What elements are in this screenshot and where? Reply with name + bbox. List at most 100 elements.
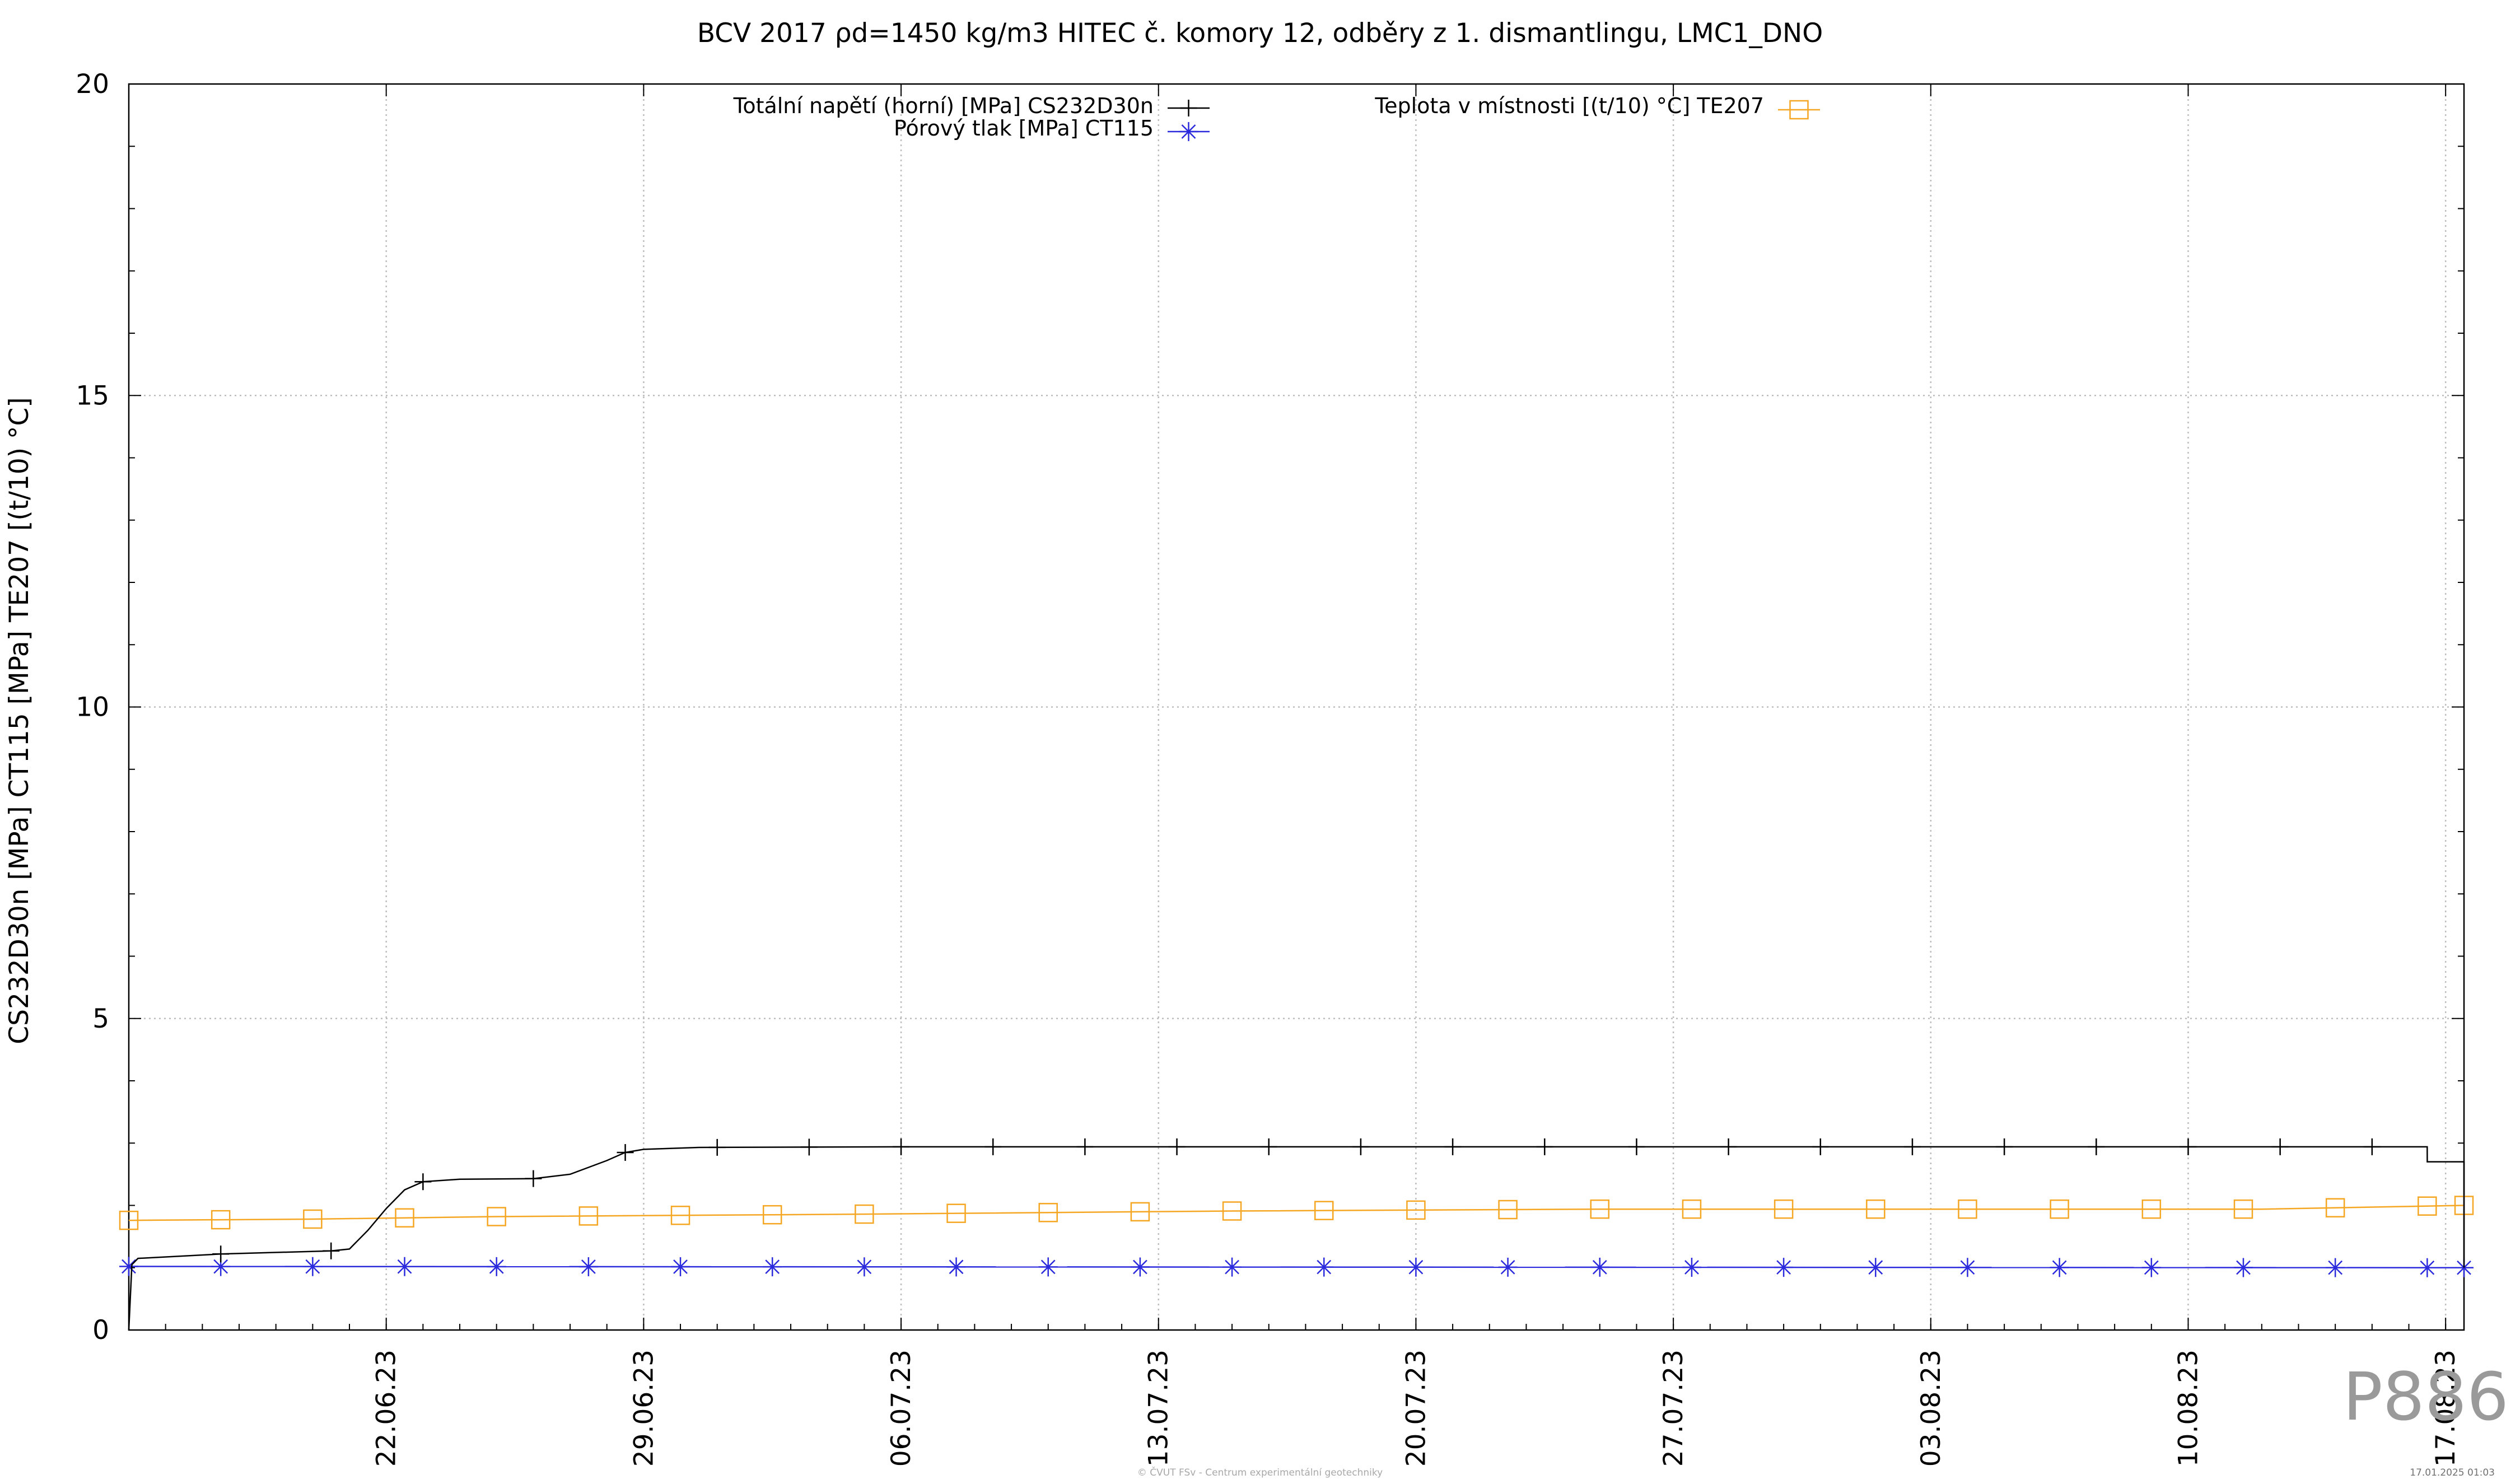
series-point	[2418, 1196, 2437, 1216]
series-point	[1406, 1200, 1426, 1220]
series-point	[1590, 1257, 1609, 1277]
series-point	[1866, 1199, 1886, 1219]
x-tick-label: 20.07.23	[1401, 1350, 1431, 1467]
series-point	[1130, 1257, 1150, 1277]
series-point	[303, 1257, 323, 1276]
series-point	[762, 1205, 782, 1225]
series-point	[1076, 1138, 1094, 1155]
y-axis-label: CS232D30n [MPa] CT115 [MPa] TE207 [(t/10…	[4, 397, 35, 1044]
series-point	[2050, 1199, 2069, 1219]
series-point	[323, 1242, 340, 1259]
series-point	[1903, 1138, 1921, 1155]
series-point	[1352, 1138, 1369, 1155]
x-tick-label: 13.07.23	[1144, 1350, 1174, 1467]
series-point	[1812, 1138, 1829, 1155]
x-tick-label: 06.07.23	[886, 1350, 917, 1467]
series-point	[617, 1144, 634, 1161]
series-point	[1314, 1257, 1334, 1277]
series-point	[1498, 1257, 1518, 1277]
series-point	[578, 1206, 599, 1226]
series-point	[984, 1138, 1002, 1155]
series-point	[1958, 1199, 1977, 1219]
series-point	[708, 1138, 726, 1156]
series-point	[855, 1204, 874, 1224]
y-tick-label: 0	[92, 1315, 109, 1346]
x-tick-label: 29.06.23	[628, 1350, 659, 1467]
series-point	[414, 1173, 432, 1191]
series-point	[670, 1206, 690, 1225]
series-point	[1774, 1258, 1794, 1277]
series-point	[1260, 1138, 1277, 1155]
series-point	[1958, 1258, 1977, 1277]
series-point	[2141, 1199, 2162, 1219]
y-tick-label: 5	[92, 1004, 109, 1034]
legend-marker	[1180, 100, 1197, 116]
series-point	[2141, 1258, 2161, 1277]
series-point	[1536, 1138, 1553, 1155]
series-point	[487, 1257, 506, 1276]
series-point	[946, 1203, 966, 1223]
series-point	[2050, 1258, 2069, 1277]
series-point	[1168, 1138, 1186, 1155]
series-point	[1720, 1138, 1737, 1155]
y-tick-label: 15	[76, 380, 109, 411]
series-point	[1222, 1257, 1242, 1277]
axes: 0 5 10 15 20 22.06.23 29.06.23 06.07.23 13.07.23…	[76, 69, 2465, 1467]
chart-code-label: P886	[2342, 1358, 2509, 1435]
series-line	[128, 1146, 2465, 1331]
series-line	[128, 1205, 2465, 1221]
series-layer	[119, 1138, 2474, 1331]
x-tick-label: 22.06.23	[371, 1350, 402, 1467]
credit-text: © ČVUT FSv - Centrum experimentální geot…	[1137, 1467, 1383, 1478]
y-tick-label: 20	[76, 69, 109, 100]
series-point	[1866, 1258, 1886, 1277]
series-point	[1682, 1258, 1701, 1277]
series-star	[119, 1257, 2474, 1277]
series-point	[671, 1257, 690, 1277]
series-point	[1996, 1138, 2013, 1155]
grid-lines	[129, 84, 2464, 1330]
series-point	[303, 1209, 323, 1229]
series-point	[119, 1257, 138, 1276]
x-tick-label: 27.07.23	[1658, 1350, 1689, 1467]
series-point	[212, 1245, 230, 1263]
series-point	[1038, 1203, 1058, 1222]
series-point	[1038, 1257, 1058, 1277]
series-point	[2363, 1138, 2381, 1155]
series-square	[119, 1196, 2474, 1230]
series-point	[1774, 1199, 1794, 1219]
series-point	[119, 1210, 139, 1230]
series-point	[946, 1257, 966, 1277]
series-point	[211, 1257, 231, 1276]
plot-frame	[128, 83, 2465, 1331]
series-point	[1444, 1138, 1462, 1155]
x-tick-label: 17.08.23	[2430, 1350, 2461, 1467]
legend-marker	[1179, 122, 1198, 141]
series-point	[1498, 1200, 1518, 1220]
legend-item: Totální napětí (horní) [MPa] CS232D30n	[733, 94, 1210, 118]
series-point	[800, 1138, 818, 1156]
series-point	[2233, 1199, 2253, 1219]
series-point	[1682, 1199, 1702, 1219]
series-point	[211, 1210, 231, 1230]
series-point	[1222, 1201, 1242, 1221]
series-point	[2271, 1138, 2289, 1155]
legend-marker	[1789, 100, 1809, 120]
series-point	[855, 1257, 874, 1277]
series-point	[395, 1208, 414, 1228]
timestamp-text: 17.01.2025 01:03	[2410, 1467, 2495, 1478]
series-point	[487, 1207, 506, 1226]
series-point	[2418, 1258, 2437, 1277]
legend-label: Pórový tlak [MPa] CT115	[894, 116, 1154, 141]
series-point	[1130, 1202, 1150, 1222]
series-point	[1590, 1199, 1610, 1219]
legend-label: Teplota v místnosti [(t/10) °C] TE207	[1374, 94, 1764, 118]
x-tick-label: 10.08.23	[2173, 1350, 2204, 1467]
series-point	[1628, 1138, 1645, 1155]
x-tick-label: 03.08.23	[1916, 1350, 1947, 1467]
series-point	[2233, 1258, 2253, 1277]
legend-label: Totální napětí (horní) [MPa] CS232D30n	[733, 94, 1154, 118]
legend: Totální napětí (horní) [MPa] CS232D30nPó…	[733, 94, 1820, 141]
series-point	[2325, 1198, 2345, 1217]
